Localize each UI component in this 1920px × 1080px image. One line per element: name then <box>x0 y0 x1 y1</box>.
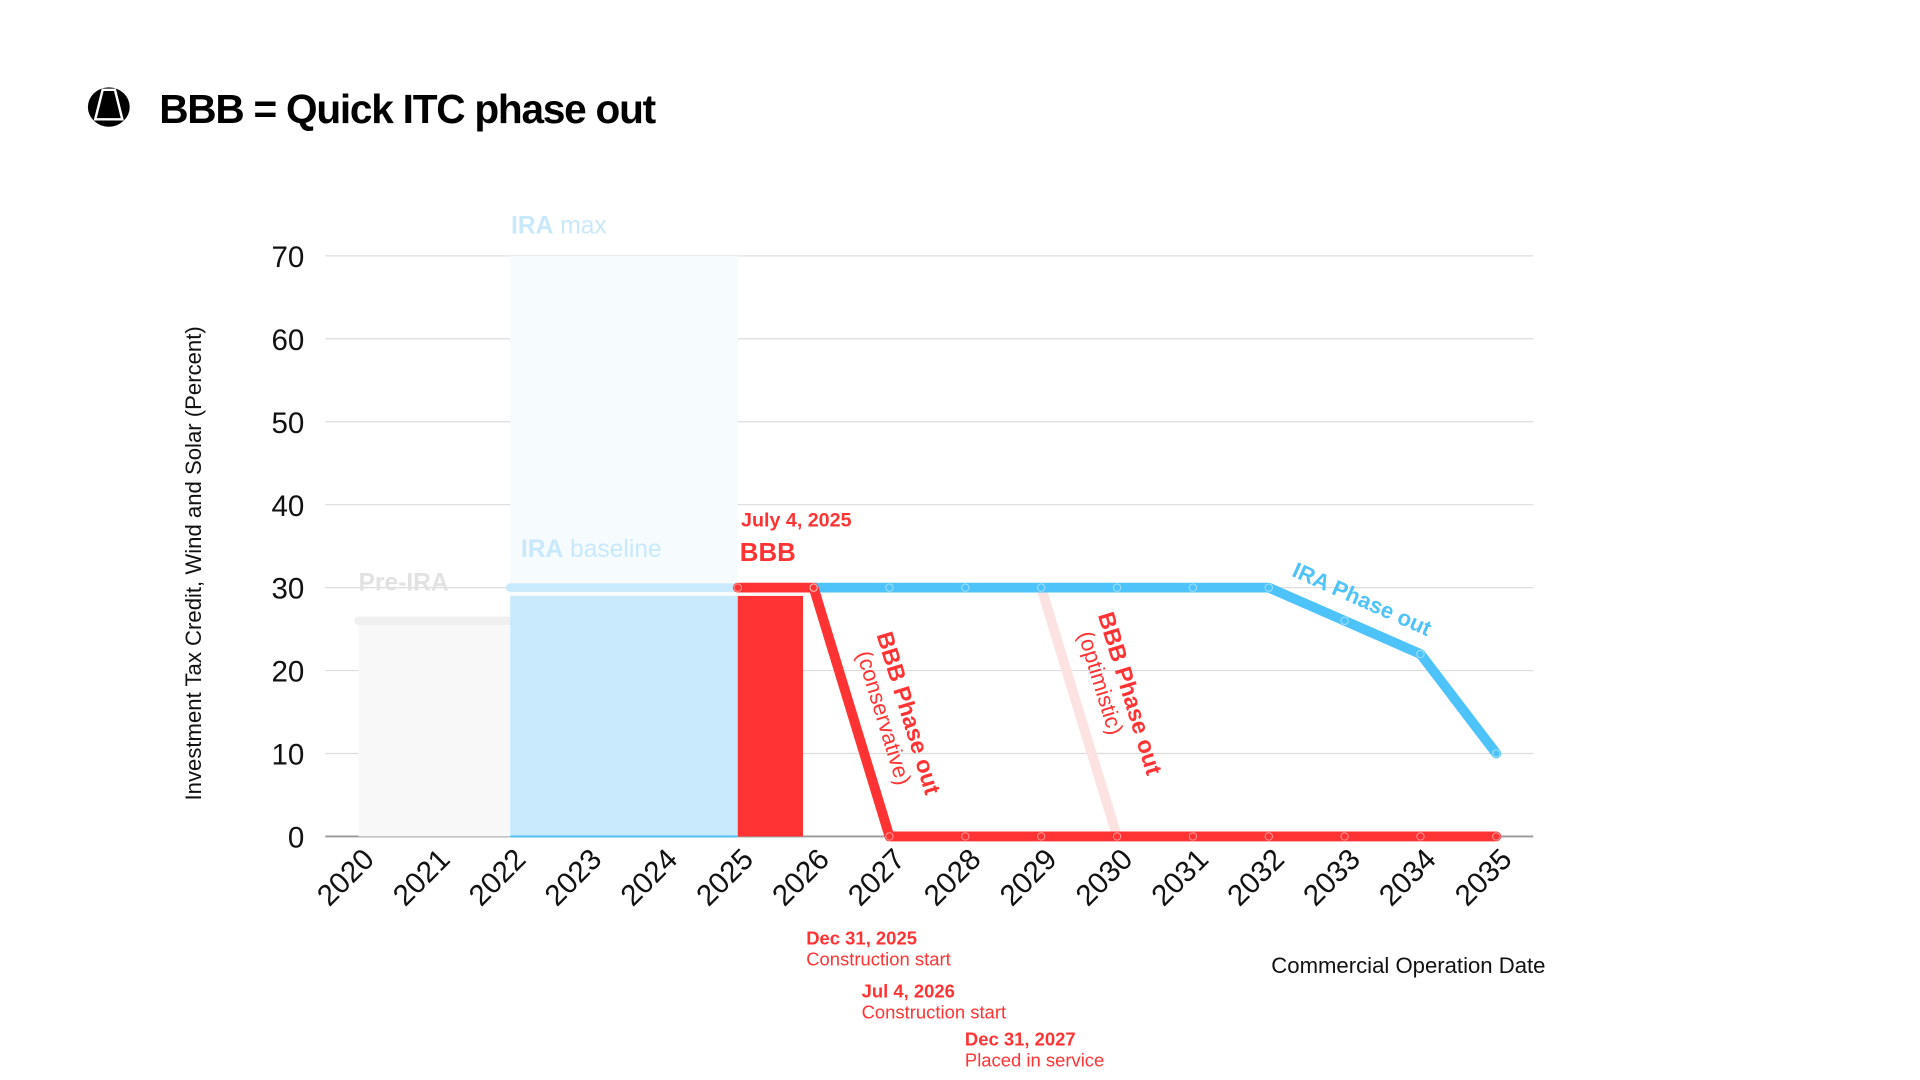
x-tick-label: 2020 <box>311 843 381 913</box>
y-axis-label: Investment Tax Credit, Wind and Solar (P… <box>181 326 206 800</box>
ira-baseline-label-rest: baseline <box>570 536 662 563</box>
y-tick-label: 0 <box>288 822 304 855</box>
x-tick-label: 2029 <box>994 843 1064 913</box>
x-tick-label: 2022 <box>463 843 533 913</box>
milestone-text: Construction start <box>806 949 950 970</box>
data-point <box>733 583 742 592</box>
ira-baseline-label-bold: IRA <box>521 536 564 563</box>
y-tick-label: 20 <box>272 656 305 689</box>
milestone-date: Dec 31, 2025 <box>806 928 917 949</box>
milestone-text: Construction start <box>862 1001 1006 1022</box>
data-point <box>1340 832 1349 841</box>
data-point <box>885 583 894 592</box>
helmet-logo-icon <box>87 87 130 127</box>
x-tick-label: 2023 <box>538 843 608 913</box>
data-point <box>1037 832 1046 841</box>
y-tick-label: 60 <box>272 324 305 357</box>
y-tick-label: 50 <box>272 407 305 440</box>
x-tick-label: 2034 <box>1373 843 1443 913</box>
y-tick-label: 40 <box>272 490 305 523</box>
x-tick-label: 2024 <box>614 843 684 913</box>
x-tick-label: 2032 <box>1221 843 1291 913</box>
data-point <box>961 832 970 841</box>
x-tick-label: 2027 <box>842 843 912 913</box>
bbb-optimistic-line <box>1036 582 1122 842</box>
pre-ira-area <box>358 620 511 837</box>
milestone-date: Jul 4, 2026 <box>862 981 955 1002</box>
ira-phase-out-line <box>808 582 1502 759</box>
page-title: BBB = Quick ITC phase out <box>159 86 656 132</box>
pre-ira-label: Pre-IRA <box>358 569 448 596</box>
data-point <box>1492 832 1501 841</box>
ira-baseline-label: IRA baseline <box>521 536 662 563</box>
bbb-label: BBB <box>740 539 796 567</box>
milestone-3: Dec 31, 2027 Placed in service <box>965 1029 1104 1071</box>
ira-max-label-bold: IRA <box>511 213 554 240</box>
milestone-text: Placed in service <box>965 1049 1104 1070</box>
x-tick-label: 2033 <box>1297 843 1367 913</box>
bbb-date-label: July 4, 2025 <box>741 509 852 531</box>
data-point <box>809 583 818 592</box>
x-tick-label: 2025 <box>690 843 760 913</box>
data-point <box>1416 649 1425 659</box>
milestone-2: Jul 4, 2026 Construction start <box>862 981 1006 1023</box>
x-tick-label: 2031 <box>1145 843 1215 913</box>
bbb-conservative-label: BBB Phase out (conservative) <box>852 629 946 798</box>
data-point <box>885 832 894 841</box>
milestone-date: Dec 31, 2027 <box>965 1029 1076 1050</box>
data-point <box>1112 832 1122 841</box>
data-point <box>1492 749 1501 758</box>
x-tick-label: 2030 <box>1069 843 1139 913</box>
data-point <box>1264 583 1273 592</box>
data-point <box>1188 583 1198 592</box>
x-tick-label: 2026 <box>766 843 836 913</box>
data-point <box>961 583 970 592</box>
data-point <box>1340 616 1349 625</box>
data-point <box>1188 832 1198 841</box>
y-tick-label: 30 <box>272 573 305 606</box>
x-tick-label: 2021 <box>387 843 457 913</box>
milestone-1: Dec 31, 2025 Construction start <box>806 928 950 970</box>
ira-max-label-rest: max <box>560 213 607 240</box>
y-tick-label: 10 <box>272 739 305 772</box>
bbb-area <box>737 595 804 837</box>
series-lines <box>732 582 1502 842</box>
data-point <box>1037 583 1046 592</box>
data-point <box>1264 832 1273 841</box>
y-tick-label: 70 <box>272 241 305 274</box>
ira-baseline-area <box>510 595 738 837</box>
bbb-optimistic-label: BBB Phase out (optimistic) <box>1073 609 1167 778</box>
x-axis-label: Commercial Operation Date <box>1271 953 1545 978</box>
x-tick-label: 2028 <box>918 843 988 913</box>
areas <box>354 255 804 838</box>
data-point <box>1416 832 1425 841</box>
bbb-conservative-line <box>732 582 1502 842</box>
ira-max-label: IRA max <box>511 213 607 240</box>
x-tick-label: 2035 <box>1449 843 1519 913</box>
data-point <box>1112 583 1122 592</box>
